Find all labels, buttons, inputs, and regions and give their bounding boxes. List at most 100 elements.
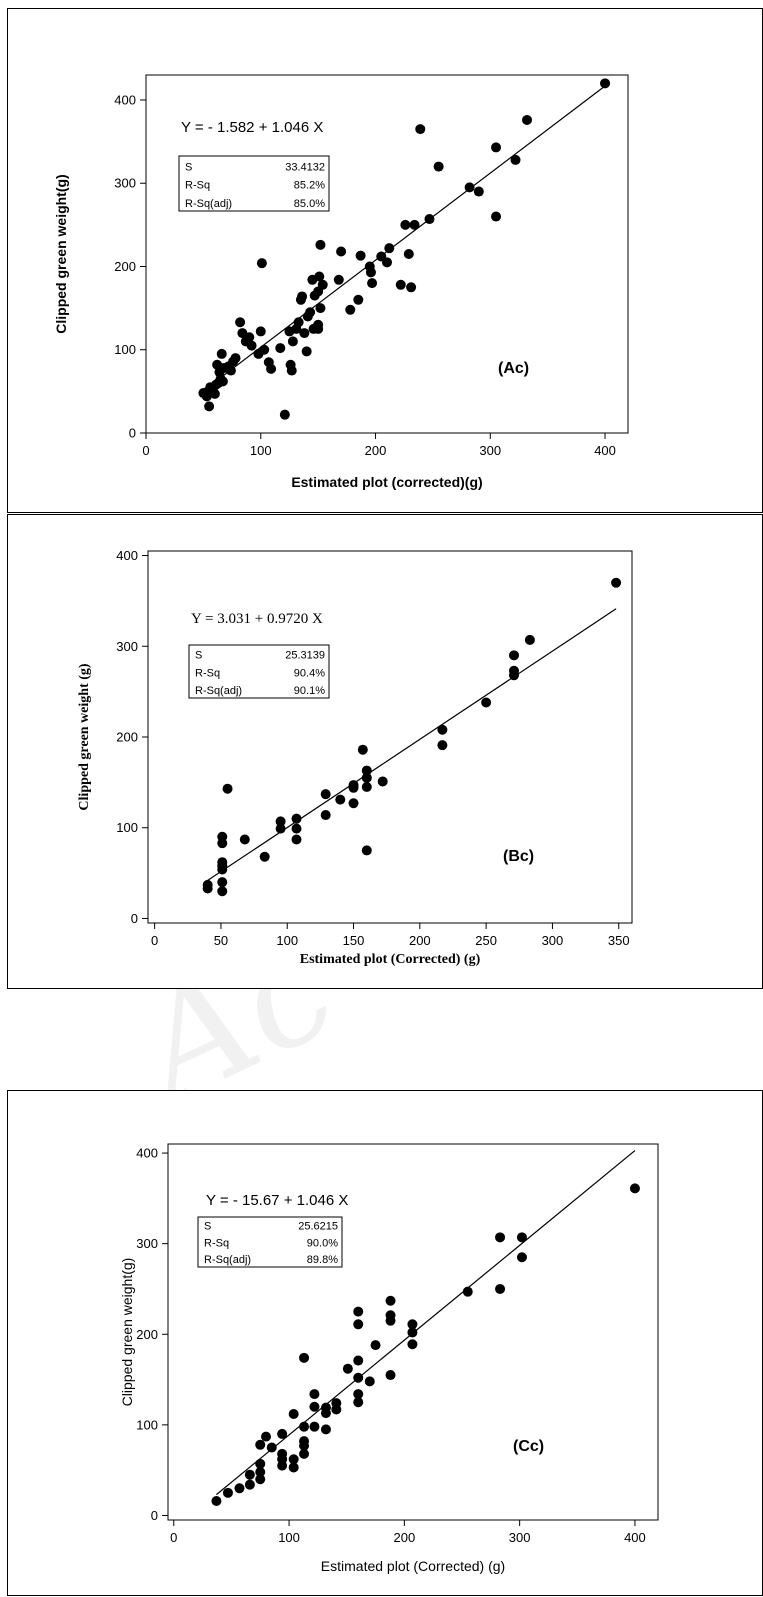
data-point <box>345 304 356 315</box>
data-point <box>437 724 448 735</box>
data-point <box>255 1439 266 1450</box>
data-point <box>309 1401 320 1412</box>
data-point <box>409 219 420 230</box>
data-point <box>256 258 267 269</box>
chart-panel-bc: 0 50 100 150 200 250 300 350 0 100 200 300 400 Estima… <box>7 514 763 989</box>
data-point <box>255 326 266 337</box>
data-point <box>261 1431 271 1442</box>
data-point <box>353 1319 364 1330</box>
stats-value: 90.4% <box>294 667 325 679</box>
y-tick-label: 300 <box>116 639 138 654</box>
data-point <box>297 291 308 302</box>
data-point <box>462 1286 473 1297</box>
data-point <box>291 813 302 824</box>
scatter-plot-ac: 0 100 200 300 400 0 100 200 300 400 Estimated plot… <box>53 74 629 490</box>
data-point <box>299 1352 310 1363</box>
data-point <box>277 1448 288 1459</box>
data-point <box>353 1306 364 1317</box>
data-point <box>510 154 521 165</box>
y-tick-label: 300 <box>136 1236 158 1251</box>
data-point <box>508 670 519 681</box>
data-point <box>353 294 364 305</box>
data-point <box>600 78 611 89</box>
data-point <box>382 257 392 268</box>
data-point <box>336 246 347 257</box>
y-tick-label: 0 <box>131 911 138 926</box>
data-point <box>406 282 417 293</box>
data-point <box>246 340 257 351</box>
panel-label: (Ac) <box>498 360 529 377</box>
stats-value: 85.0% <box>294 198 325 210</box>
regression-equation: Y = - 1.582 + 1.046 X <box>181 119 323 136</box>
chart-panel-cc: 0 100 200 300 400 0 100 200 300 400 Estimated plot… <box>7 1090 763 1596</box>
data-point <box>211 1495 222 1506</box>
x-axis-label: Estimated plot (Corrected) (g) <box>300 952 481 967</box>
y-tick-label: 100 <box>136 1417 158 1432</box>
data-point <box>516 1232 527 1243</box>
y-tick-label: 400 <box>114 92 136 107</box>
plot-area-frame <box>145 74 629 434</box>
stats-value: 89.8% <box>307 1254 338 1266</box>
data-point <box>415 124 426 135</box>
data-point <box>244 1479 255 1490</box>
stats-label: S <box>204 1221 211 1233</box>
y-axis-label: Clipped green weight(g) <box>53 174 69 333</box>
data-point <box>331 1398 342 1409</box>
stats-value: 90.0% <box>307 1237 338 1249</box>
data-point <box>473 186 484 197</box>
data-point <box>481 697 492 708</box>
data-point <box>255 1474 266 1485</box>
x-tick-label: 350 <box>608 933 630 948</box>
x-tick-label: 0 <box>151 933 158 948</box>
stats-value: 33.4132 <box>285 161 325 173</box>
data-point <box>275 823 286 834</box>
x-tick-label: 200 <box>394 1530 416 1545</box>
x-tick-label: 50 <box>214 933 228 948</box>
data-point <box>385 1295 396 1306</box>
data-point <box>320 1424 331 1435</box>
data-point <box>407 1327 418 1338</box>
data-point <box>239 834 250 845</box>
data-point <box>315 303 326 314</box>
data-point <box>437 740 448 751</box>
data-point <box>277 1428 288 1439</box>
stats-value: 90.1% <box>294 685 325 697</box>
data-point <box>288 1408 299 1419</box>
data-point <box>217 376 228 387</box>
scatter-plot-cc: 0 100 200 300 400 0 100 200 300 400 Estimated plot… <box>119 1143 659 1574</box>
data-point <box>522 114 533 125</box>
regression-equation: Y = - 15.67 + 1.046 X <box>206 1192 348 1209</box>
data-point <box>464 182 475 193</box>
data-point <box>222 1487 233 1498</box>
x-tick-label: 250 <box>475 933 497 948</box>
data-point <box>495 1232 506 1243</box>
data-point <box>353 1372 364 1383</box>
data-point <box>508 650 519 661</box>
data-point <box>279 409 290 420</box>
stats-value: 25.6215 <box>298 1221 338 1233</box>
data-point <box>364 1376 375 1387</box>
data-point <box>491 211 502 222</box>
y-tick-label: 400 <box>136 1146 158 1161</box>
stats-box <box>197 1216 343 1268</box>
regression-line <box>216 1150 636 1496</box>
data-point <box>348 798 359 809</box>
panel-label: (Cc) <box>513 1438 544 1455</box>
data-point <box>225 365 236 376</box>
data-point <box>495 1283 506 1294</box>
data-point <box>259 344 270 355</box>
data-point <box>217 838 228 849</box>
stats-value: 25.3139 <box>285 650 325 662</box>
data-point <box>361 765 372 776</box>
data-point <box>385 1310 396 1321</box>
data-point <box>244 1469 255 1480</box>
data-point <box>217 877 228 888</box>
x-tick-label: 150 <box>343 933 365 948</box>
data-point <box>266 363 277 374</box>
regression-line <box>207 608 617 881</box>
data-point <box>235 317 246 328</box>
plot-area-frame <box>167 1143 659 1521</box>
stats-value: 85.2% <box>294 180 325 192</box>
y-tick-label: 200 <box>116 730 138 745</box>
stats-box <box>188 644 330 699</box>
